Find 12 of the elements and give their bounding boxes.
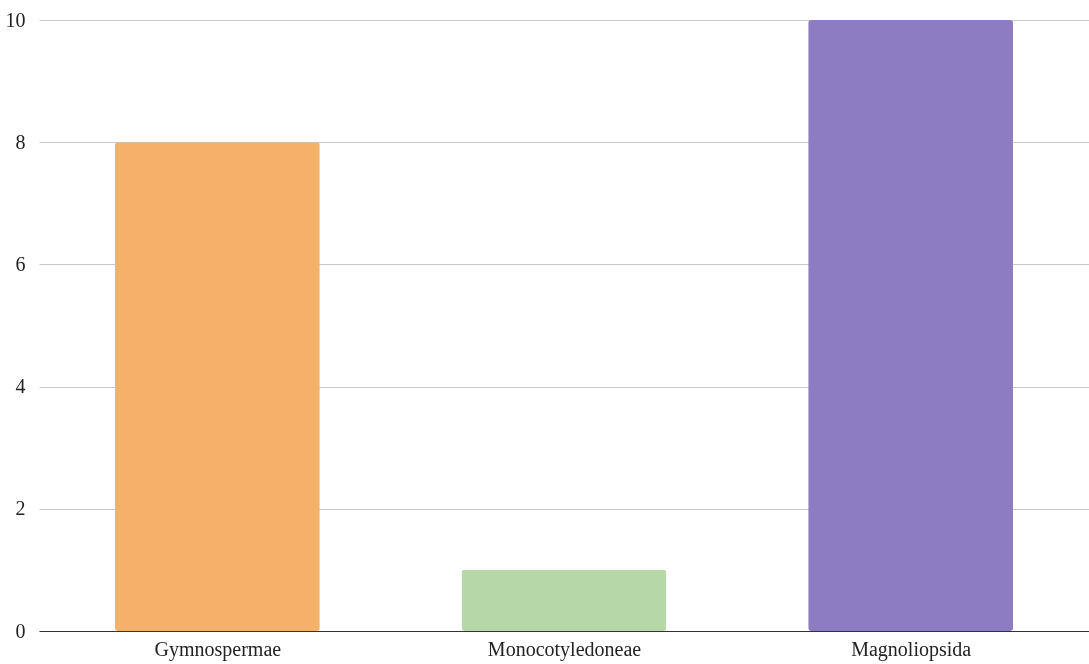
y-tick-label: 8 <box>15 130 26 153</box>
bar <box>808 20 1014 631</box>
bar <box>461 569 667 631</box>
x-tick-label: Magnoliopsida <box>851 637 972 661</box>
x-tick-label: Gymnospermae <box>154 637 282 661</box>
y-tick-label: 0 <box>15 619 26 642</box>
y-tick-label: 4 <box>15 375 26 398</box>
y-tick-label: 2 <box>15 497 26 520</box>
x-tick-label: Monocotyledoneae <box>487 637 642 661</box>
y-tick-label: 10 <box>5 8 26 31</box>
y-tick-label: 6 <box>15 252 26 275</box>
bar <box>114 142 320 631</box>
